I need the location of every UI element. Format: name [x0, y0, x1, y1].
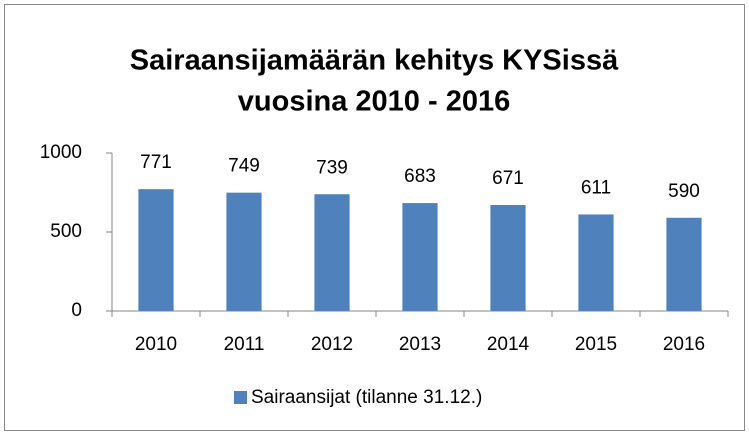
legend-swatch: [234, 391, 247, 404]
chart-title: Sairaansijamäärän kehitys KYSissä: [130, 45, 619, 77]
x-tick-label: 2015: [575, 334, 617, 355]
x-tick-label: 2014: [487, 334, 530, 355]
bar: [666, 217, 702, 311]
bar: [578, 214, 614, 311]
bar: [226, 192, 262, 311]
legend-label: Sairaansijat (tilanne 31.12.): [251, 387, 482, 408]
y-tick-label: 500: [50, 221, 82, 242]
x-tick-label: 2016: [663, 334, 705, 355]
chart-border: [4, 4, 745, 431]
x-tick-label: 2010: [135, 334, 177, 355]
y-tick-label: 1000: [40, 142, 82, 163]
data-label: 671: [492, 168, 524, 189]
data-label: 771: [140, 152, 172, 173]
data-label: 749: [228, 156, 260, 177]
bar: [490, 204, 526, 311]
bar: [402, 203, 438, 311]
bar: [138, 189, 174, 311]
data-label: 683: [404, 166, 436, 187]
x-tick-label: 2012: [311, 334, 353, 355]
data-label: 590: [668, 181, 700, 202]
x-tick-label: 2013: [399, 334, 441, 355]
data-label: 611: [581, 177, 611, 198]
chart-title: vuosina 2010 - 2016: [238, 86, 510, 118]
data-label: 739: [316, 157, 348, 178]
bar: [314, 194, 350, 311]
y-tick-label: 0: [71, 300, 82, 321]
x-tick-label: 2011: [224, 334, 265, 355]
